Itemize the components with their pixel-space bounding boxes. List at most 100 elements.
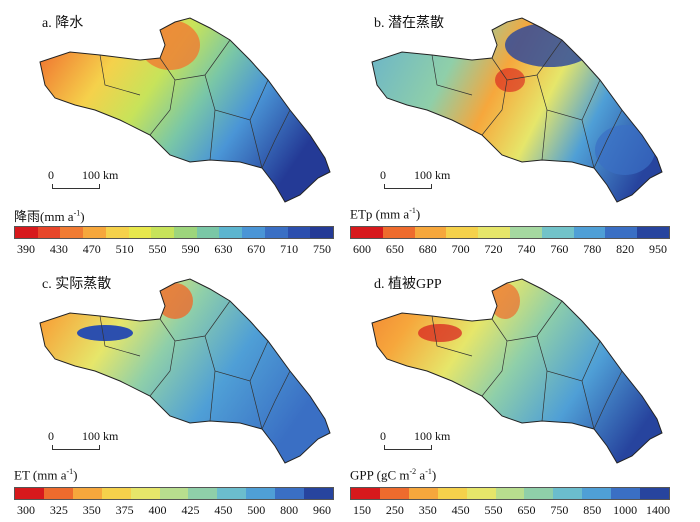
color-bar-segment: [637, 227, 669, 238]
color-bar-tick-label: 470: [83, 242, 101, 257]
color-bar-segment: [197, 227, 220, 238]
color-bar-tick-label: 550: [485, 503, 503, 518]
color-bar-segment: [129, 227, 152, 238]
scale-distance-label: 100 km: [414, 168, 450, 183]
color-bar-tick-label: 350: [83, 503, 101, 518]
color-bar-segment: [60, 227, 83, 238]
color-bar-segment: [131, 488, 160, 499]
color-bar-tick-label: 680: [419, 242, 437, 257]
color-bar-tick-label: 740: [517, 242, 535, 257]
panel-precipitation: a. 降水 0 100 km 降雨(mm a-1) 390 430 470 510 55…: [0, 0, 350, 261]
legend-title: GPP (gC m-2 a-1): [350, 467, 436, 483]
color-bar-segment: [582, 488, 611, 499]
panel-vegetation-gpp: d. 植被GPP 0 100 km GPP (gC m-2 a-1) 150 25…: [350, 261, 700, 522]
color-bar-segment: [611, 488, 640, 499]
color-bar-segment: [217, 488, 246, 499]
color-bar-segment: [15, 488, 44, 499]
scale-bar: 0 100 km: [380, 168, 480, 194]
scale-zero-label: 0: [48, 168, 54, 183]
color-bar-tick-label: 500: [247, 503, 265, 518]
color-bar-tick-label: 510: [116, 242, 134, 257]
color-bar-tick-label: 600: [353, 242, 371, 257]
color-bar-tick-label: 450: [452, 503, 470, 518]
color-bar-segment: [524, 488, 553, 499]
color-bar-tick-label: 820: [616, 242, 634, 257]
scale-bar: 0 100 km: [48, 168, 148, 194]
scale-distance-label: 100 km: [82, 168, 118, 183]
color-bar-tick-label: 425: [181, 503, 199, 518]
color-bar-segment: [415, 227, 447, 238]
color-bar-segment: [496, 488, 525, 499]
color-bar-segment: [640, 488, 669, 499]
color-bar-segment: [288, 227, 311, 238]
color-bar-ticks: 600 650 680 700 720 740 760 780 820 950: [350, 242, 670, 258]
scale-line: [52, 445, 100, 450]
color-bar-segment: [351, 488, 380, 499]
color-bar-tick-label: 760: [550, 242, 568, 257]
color-bar-segment: [188, 488, 217, 499]
scale-zero-label: 0: [380, 168, 386, 183]
color-bar-tick-label: 650: [517, 503, 535, 518]
color-bar-segment: [467, 488, 496, 499]
color-bar-segment: [15, 227, 38, 238]
color-bar-tick-label: 670: [247, 242, 265, 257]
scale-distance-label: 100 km: [414, 429, 450, 444]
color-bar-segment: [605, 227, 637, 238]
color-bar-segment: [478, 227, 510, 238]
color-bar-tick-label: 430: [50, 242, 68, 257]
panel-title: a. 降水: [42, 12, 83, 32]
color-bar-tick-label: 850: [583, 503, 601, 518]
color-bar-segment: [553, 488, 582, 499]
color-bar-segment: [409, 488, 438, 499]
color-bar-segment: [38, 227, 61, 238]
color-bar-segment: [351, 227, 383, 238]
scale-line: [384, 445, 432, 450]
color-bar-tick-label: 750: [550, 503, 568, 518]
color-bar-ticks: 390 430 470 510 550 590 630 670 710 750: [14, 242, 334, 258]
color-bar-tick-label: 700: [452, 242, 470, 257]
color-bar-segment: [304, 488, 333, 499]
color-bar-tick-label: 590: [181, 242, 199, 257]
color-bar-tick-label: 300: [17, 503, 35, 518]
color-bar-tick-label: 800: [280, 503, 298, 518]
scale-line: [52, 184, 100, 189]
color-bar-tick-label: 950: [649, 242, 667, 257]
color-bar-tick-label: 710: [280, 242, 298, 257]
color-bar-segment: [73, 488, 102, 499]
scale-distance-label: 100 km: [82, 429, 118, 444]
color-bar-tick-label: 650: [386, 242, 404, 257]
scale-zero-label: 0: [380, 429, 386, 444]
legend-title: 降雨(mm a-1): [14, 206, 85, 225]
panel-title: c. 实际蒸散: [42, 273, 111, 293]
color-bar-tick-label: 960: [313, 503, 331, 518]
color-bar-segment: [151, 227, 174, 238]
color-bar-tick-label: 150: [353, 503, 371, 518]
color-bar-tick-label: 720: [485, 242, 503, 257]
color-bar: [350, 487, 670, 500]
legend-title: ET (mm a-1): [14, 467, 78, 483]
color-bar-segment: [102, 488, 131, 499]
color-bar-tick-label: 375: [116, 503, 134, 518]
color-bar-segment: [246, 488, 275, 499]
color-bar-segment: [275, 488, 304, 499]
color-bar-segment: [83, 227, 106, 238]
color-bar-segment: [219, 227, 242, 238]
color-bar: [350, 226, 670, 239]
color-bar-segment: [542, 227, 574, 238]
color-bar-ticks: 150 250 350 450 550 650 750 850 1000 1400: [350, 503, 670, 519]
color-bar-tick-label: 1400: [646, 503, 670, 518]
color-bar-tick-label: 400: [149, 503, 167, 518]
color-bar-segment: [310, 227, 333, 238]
panel-title: b. 潜在蒸散: [374, 12, 444, 32]
scale-zero-label: 0: [48, 429, 54, 444]
color-bar-tick-label: 325: [50, 503, 68, 518]
color-bar-segment: [265, 227, 288, 238]
panel-title: d. 植被GPP: [374, 273, 442, 293]
color-bar-segment: [510, 227, 542, 238]
color-bar-segment: [44, 488, 73, 499]
color-bar-tick-label: 250: [386, 503, 404, 518]
color-bar-segment: [446, 227, 478, 238]
color-bar-segment: [160, 488, 189, 499]
color-bar-segment: [174, 227, 197, 238]
color-bar-tick-label: 1000: [613, 503, 637, 518]
